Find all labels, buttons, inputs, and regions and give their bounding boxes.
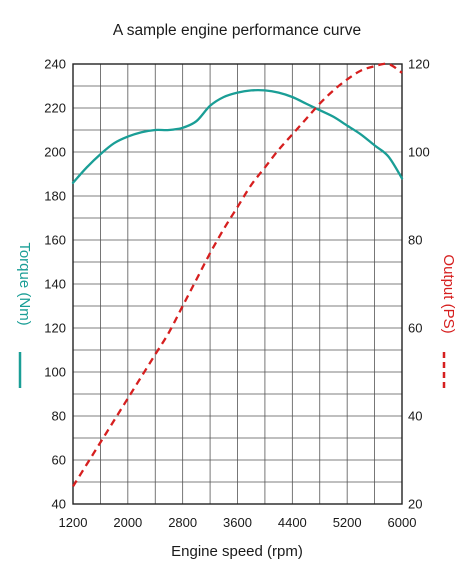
x-tick-label: 3600 — [223, 515, 252, 530]
left-axis-legend: Torque (Nm) — [16, 242, 33, 388]
grid — [73, 64, 402, 504]
y-right-tick-label: 40 — [408, 409, 422, 424]
x-tick-label: 1200 — [59, 515, 88, 530]
y-left-tick-label: 240 — [44, 57, 66, 72]
y-right-tick-label: 80 — [408, 233, 422, 248]
y-left-axis-label: Torque (Nm) — [16, 242, 33, 325]
chart-title: A sample engine performance curve — [113, 22, 361, 39]
x-tick-label: 5200 — [333, 515, 362, 530]
y-left-tick-label: 60 — [52, 453, 66, 468]
y-left-tick-label: 220 — [44, 101, 66, 116]
y-left-tick-labels: 40 60 80 100 120 140 160 180 200 220 240 — [44, 57, 66, 512]
y-right-tick-labels: 20 40 60 80 100 120 — [408, 57, 430, 512]
x-tick-labels: 1200 2000 2800 3600 4400 5200 6000 — [59, 515, 417, 530]
y-left-tick-label: 40 — [52, 497, 66, 512]
y-right-tick-label: 60 — [408, 321, 422, 336]
torque-series-line — [71, 88, 404, 184]
x-tick-label: 4400 — [278, 515, 307, 530]
x-tick-label: 2800 — [168, 515, 197, 530]
y-left-tick-label: 80 — [52, 409, 66, 424]
plot-frame — [72, 63, 403, 505]
x-axis-label: Engine speed (rpm) — [171, 543, 303, 560]
x-tick-label: 6000 — [388, 515, 417, 530]
y-left-tick-label: 140 — [44, 277, 66, 292]
right-axis-legend: Output (PS) — [440, 254, 457, 392]
series-lines — [71, 62, 404, 488]
y-left-tick-label: 120 — [44, 321, 66, 336]
y-right-tick-label: 120 — [408, 57, 430, 72]
output-series-line — [72, 62, 403, 488]
y-left-tick-label: 160 — [44, 233, 66, 248]
y-right-tick-label: 20 — [408, 497, 422, 512]
y-left-tick-label: 180 — [44, 189, 66, 204]
x-tick-label: 2000 — [113, 515, 142, 530]
y-left-tick-label: 200 — [44, 145, 66, 160]
y-left-tick-label: 100 — [44, 365, 66, 380]
y-right-axis-label: Output (PS) — [440, 254, 457, 333]
y-right-tick-label: 100 — [408, 145, 430, 160]
